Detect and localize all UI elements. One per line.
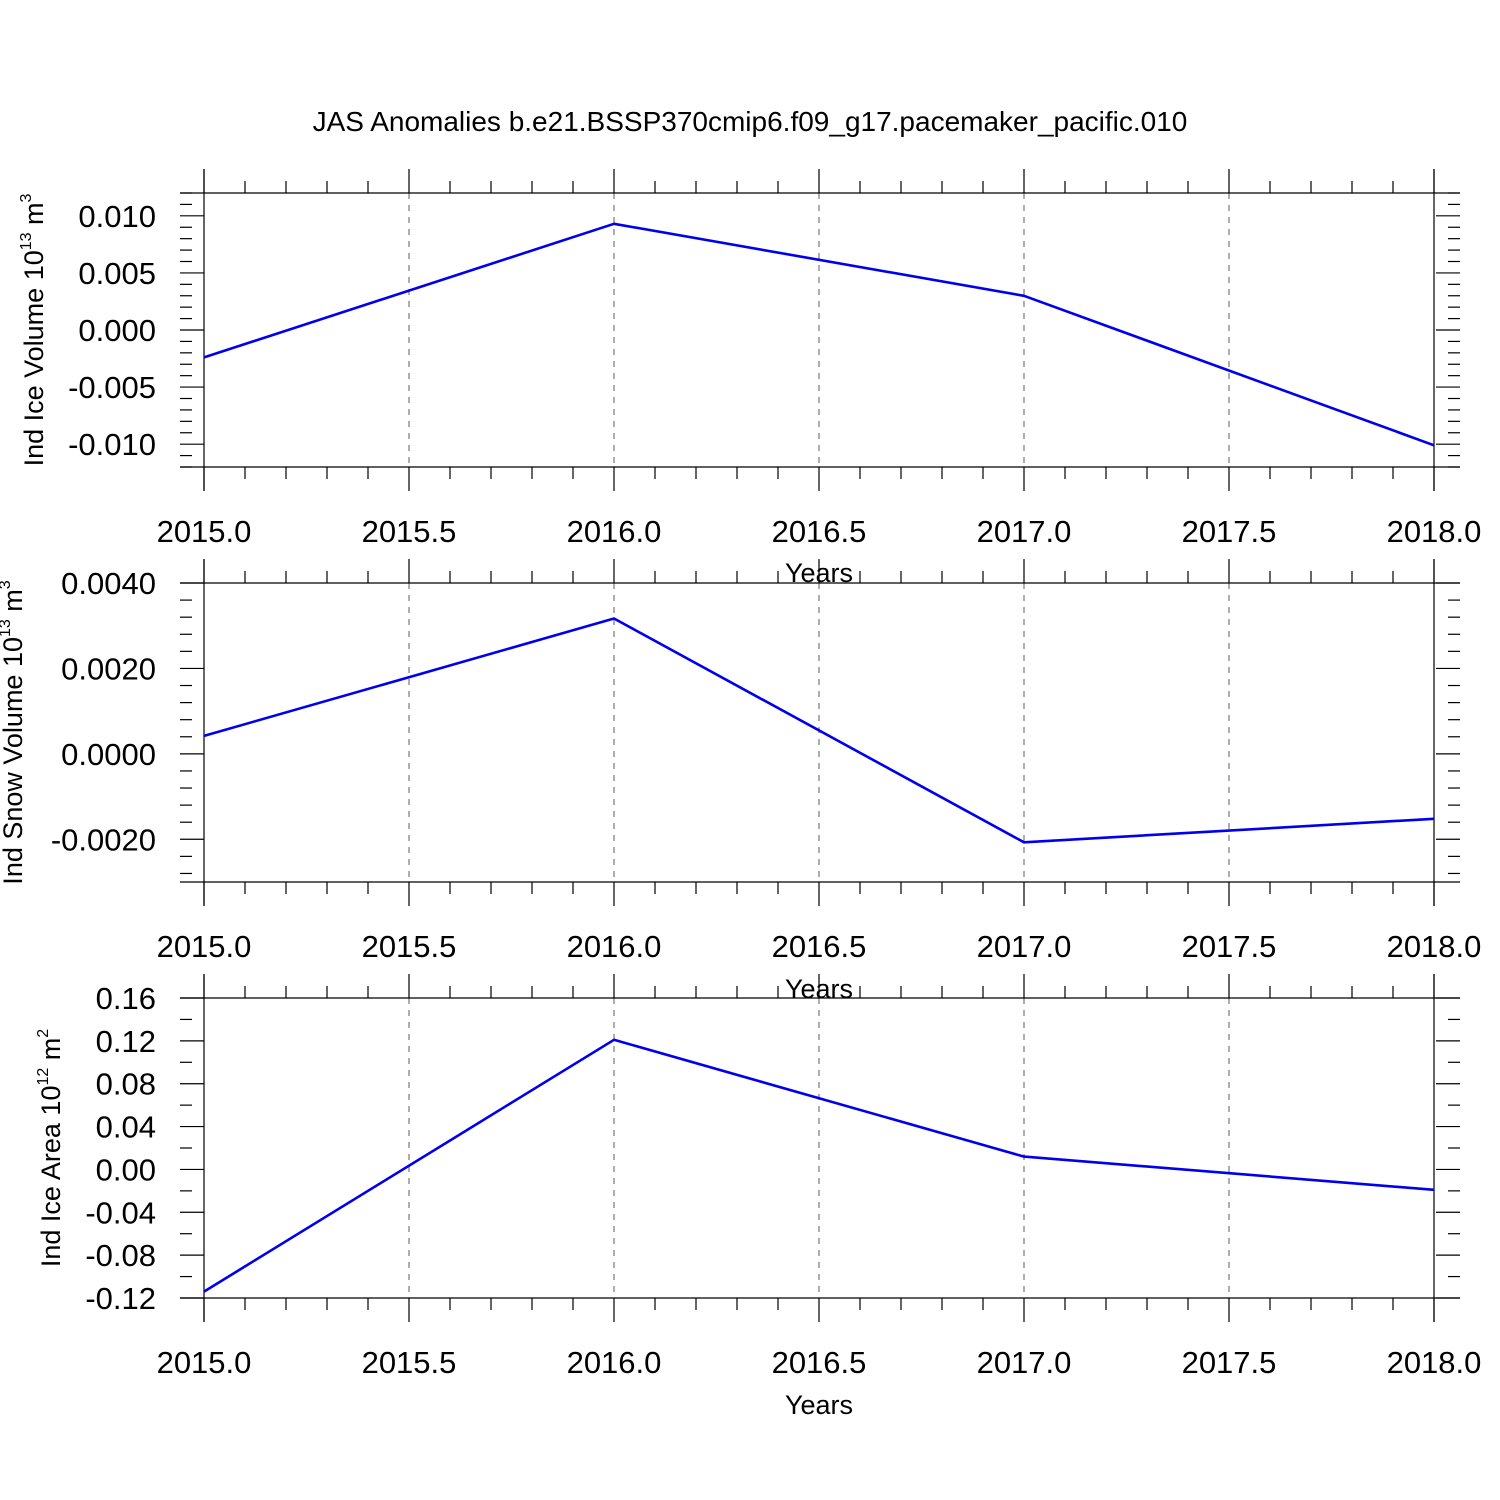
x-tick-label: 2018.0 <box>1387 1345 1482 1380</box>
y-tick-label: 0.010 <box>78 199 156 234</box>
y-axis-label-unit-exponent: 2 <box>35 1029 52 1038</box>
y-axis-label: Ind Ice Volume 1013 m3 <box>18 193 49 466</box>
x-tick-label: 2016.5 <box>772 929 867 964</box>
y-tick-label: -0.010 <box>68 427 156 462</box>
panels: 2015.0 2015.5 2016.0 2016.5 2017.0 2017.5 2018… <box>0 169 1481 1420</box>
x-tick-label: 2017.5 <box>1182 929 1277 964</box>
y-axis-label-exponent: 12 <box>35 1068 52 1086</box>
y-tick-label: 0.04 <box>96 1110 156 1145</box>
x-tick-label: 2015.0 <box>157 929 252 964</box>
y-axis-label: Ind Snow Volume 1013 m3 <box>0 580 28 884</box>
y-tick-label: -0.04 <box>85 1195 156 1230</box>
y-tick-label: 0.0000 <box>61 737 156 772</box>
y-axis-label-unit-exponent: 3 <box>0 580 14 589</box>
y-tick-label: -0.0020 <box>51 822 156 857</box>
x-tick-label: 2017.0 <box>977 514 1072 549</box>
y-axis-label: Ind Ice Area 1012 m2 <box>35 1029 66 1267</box>
x-tick-label: 2016.0 <box>567 929 662 964</box>
x-tick-label: 2016.5 <box>772 514 867 549</box>
y-tick-label: 0.08 <box>96 1067 156 1102</box>
y-axis-label-exponent: 13 <box>18 232 35 250</box>
y-tick-label: 0.12 <box>96 1024 156 1059</box>
y-tick-label: 0.00 <box>96 1152 156 1187</box>
x-tick-label: 2015.0 <box>157 514 252 549</box>
y-axis-label-unit-exponent: 3 <box>18 193 35 202</box>
figure-title: JAS Anomalies b.e21.BSSP370cmip6.f09_g17… <box>313 106 1188 137</box>
y-tick-label: -0.08 <box>85 1238 156 1273</box>
y-tick-label: 0.0040 <box>61 566 156 601</box>
x-tick-label: 2016.0 <box>567 1345 662 1380</box>
series-line <box>203 222 1435 447</box>
y-tick-label: -0.12 <box>85 1281 156 1316</box>
x-tick-label: 2017.0 <box>977 929 1072 964</box>
x-tick-label: 2015.5 <box>362 1345 457 1380</box>
y-axis-label-exponent: 13 <box>0 619 14 637</box>
y-tick-label: 0.005 <box>78 256 156 291</box>
x-tick-label: 2017.0 <box>977 1345 1072 1380</box>
x-tick-label: 2016.5 <box>772 1345 867 1380</box>
y-axis-label-unit: m <box>36 1038 66 1068</box>
series-line <box>203 1038 1435 1293</box>
panel-2: 2015.0 2015.5 2016.0 2016.5 2017.0 2017.5 2018… <box>0 559 1481 1004</box>
y-tick-label: 0.16 <box>96 981 156 1016</box>
y-tick-label: -0.005 <box>68 370 156 405</box>
panel-3: 2015.0 2015.5 2016.0 2016.5 2017.0 2017.5 2018… <box>35 974 1481 1420</box>
y-tick-label: 0.0020 <box>61 651 156 686</box>
series-line <box>203 617 1435 844</box>
x-tick-label: 2018.0 <box>1387 929 1482 964</box>
x-tick-label: 2015.5 <box>362 929 457 964</box>
x-axis-label: Years <box>785 1390 853 1420</box>
panel-1: 2015.0 2015.5 2016.0 2016.5 2017.0 2017.5 2018… <box>18 169 1481 588</box>
x-tick-label: 2015.5 <box>362 514 457 549</box>
y-axis-label-text: Ind Ice Volume 10 <box>19 250 49 466</box>
y-tick-label: 0.000 <box>78 313 156 348</box>
x-tick-label: 2018.0 <box>1387 514 1482 549</box>
y-axis-label-unit: m <box>0 589 28 619</box>
x-tick-label: 2017.5 <box>1182 514 1277 549</box>
y-axis-label-text: Ind Snow Volume 10 <box>0 637 28 885</box>
y-axis-label-unit: m <box>19 202 49 232</box>
x-tick-label: 2015.0 <box>157 1345 252 1380</box>
x-tick-label: 2016.0 <box>567 514 662 549</box>
x-tick-label: 2017.5 <box>1182 1345 1277 1380</box>
y-axis-label-text: Ind Ice Area 10 <box>36 1086 66 1268</box>
